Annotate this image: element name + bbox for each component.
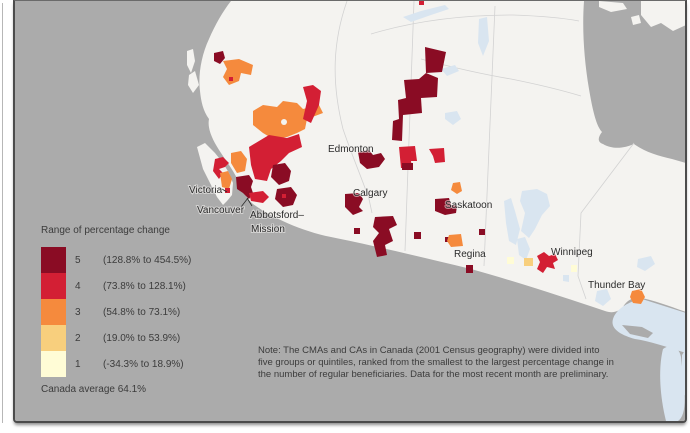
border-ab-sk xyxy=(404,1,415,252)
patch-bc-north-dot xyxy=(229,77,233,81)
patch-okanagan-dot xyxy=(282,194,286,198)
patch-moose-jaw xyxy=(447,234,463,247)
hudson-bay-island-3 xyxy=(631,15,641,25)
label-regina: Regina xyxy=(454,249,486,260)
vancouver-island xyxy=(197,143,233,205)
patch-wood-buffalo-north xyxy=(425,47,446,73)
border-north-2 xyxy=(420,58,582,97)
lake-lesser-slave xyxy=(441,65,459,76)
map-image: Victoria Vancouver Abbotsford– Mission E… xyxy=(13,0,687,423)
lake-winnipegosis xyxy=(504,198,520,245)
small-lake-se-mb xyxy=(563,275,569,282)
hudson-bay-island-1 xyxy=(599,1,627,12)
label-mission: Mission xyxy=(251,224,285,235)
label-calgary: Calgary xyxy=(353,188,387,199)
small-lake-nw-on xyxy=(637,256,655,271)
lake-michigan xyxy=(660,346,685,421)
choropleth-map-svg: Victoria Vancouver Abbotsford– Mission E… xyxy=(15,1,685,421)
patch-swift-current xyxy=(414,232,421,239)
patch-sk-orange-dot xyxy=(451,182,462,194)
patch-thunder-bay xyxy=(630,289,645,304)
label-abbotsford: Abbotsford– xyxy=(250,210,304,221)
patch-vancouver xyxy=(236,175,253,199)
patch-wood-buffalo-south xyxy=(392,73,438,141)
patch-abbotsford-mission xyxy=(249,191,269,203)
patch-mb-cream-2 xyxy=(571,265,577,272)
haida-gwaii-north xyxy=(187,49,195,73)
patch-edmonton xyxy=(358,150,385,169)
label-edmonton: Edmonton xyxy=(328,144,374,155)
hudson-bay-island-2 xyxy=(641,1,685,31)
patch-sunshine-coast xyxy=(231,151,247,173)
patch-lloydminster-south xyxy=(402,163,413,170)
lake-superior xyxy=(612,299,685,353)
city-labels: Victoria Vancouver Abbotsford– Mission E… xyxy=(188,143,646,292)
patch-regina xyxy=(466,265,473,273)
lake-reindeer xyxy=(478,17,489,56)
leader-vancouver xyxy=(240,197,249,208)
patch-winnipeg xyxy=(537,252,558,273)
lake-churchill xyxy=(445,111,461,125)
lake-of-the-woods xyxy=(595,289,611,306)
patch-yorkton-dot xyxy=(479,229,485,235)
patch-victoria xyxy=(225,188,230,193)
lake-athabasca xyxy=(403,5,449,22)
patch-kamloops xyxy=(271,163,291,185)
lake-winnipeg xyxy=(520,189,550,238)
label-vancouver: Vancouver xyxy=(197,205,245,216)
border-north-1 xyxy=(370,14,580,35)
patch-nanaimo xyxy=(220,171,232,189)
patch-mb-cream-1 xyxy=(507,257,514,264)
patch-lloydminster xyxy=(399,146,417,168)
patch-ab-south-dot xyxy=(354,228,360,234)
border-bc-ab xyxy=(334,1,373,214)
patch-mb-tan xyxy=(524,258,533,266)
patch-north-dot xyxy=(419,1,424,5)
patch-hole xyxy=(281,119,287,125)
haida-gwaii-south xyxy=(188,71,199,93)
patch-lethbridge-medicine-hat xyxy=(373,216,397,257)
patch-dawson-creek xyxy=(303,85,321,123)
patch-calgary xyxy=(345,193,363,215)
border-sk-mb xyxy=(483,5,496,267)
lake-manitoba xyxy=(517,237,530,260)
patch-prince-rupert xyxy=(214,51,225,64)
page-edge-line xyxy=(2,3,3,423)
province-borders xyxy=(334,1,635,300)
patch-saskatoon xyxy=(435,198,457,215)
label-victoria: Victoria xyxy=(189,185,223,196)
leader-lines xyxy=(221,188,253,208)
patch-williams-lake xyxy=(249,134,302,181)
label-thunder-bay: Thunder Bay xyxy=(588,280,645,291)
leader-victoria xyxy=(221,188,228,193)
patch-campbell-river xyxy=(213,157,229,179)
lake-huron-edge xyxy=(682,350,685,396)
leader-abbotsford xyxy=(246,197,253,207)
label-winnipeg: Winnipeg xyxy=(551,247,593,258)
border-mb-on xyxy=(577,142,635,300)
superior-islands xyxy=(622,325,653,338)
lakes xyxy=(403,5,685,421)
label-saskatoon: Saskatoon xyxy=(445,200,492,211)
choropleth-patches xyxy=(213,1,645,304)
patch-north-battleford xyxy=(429,148,445,163)
